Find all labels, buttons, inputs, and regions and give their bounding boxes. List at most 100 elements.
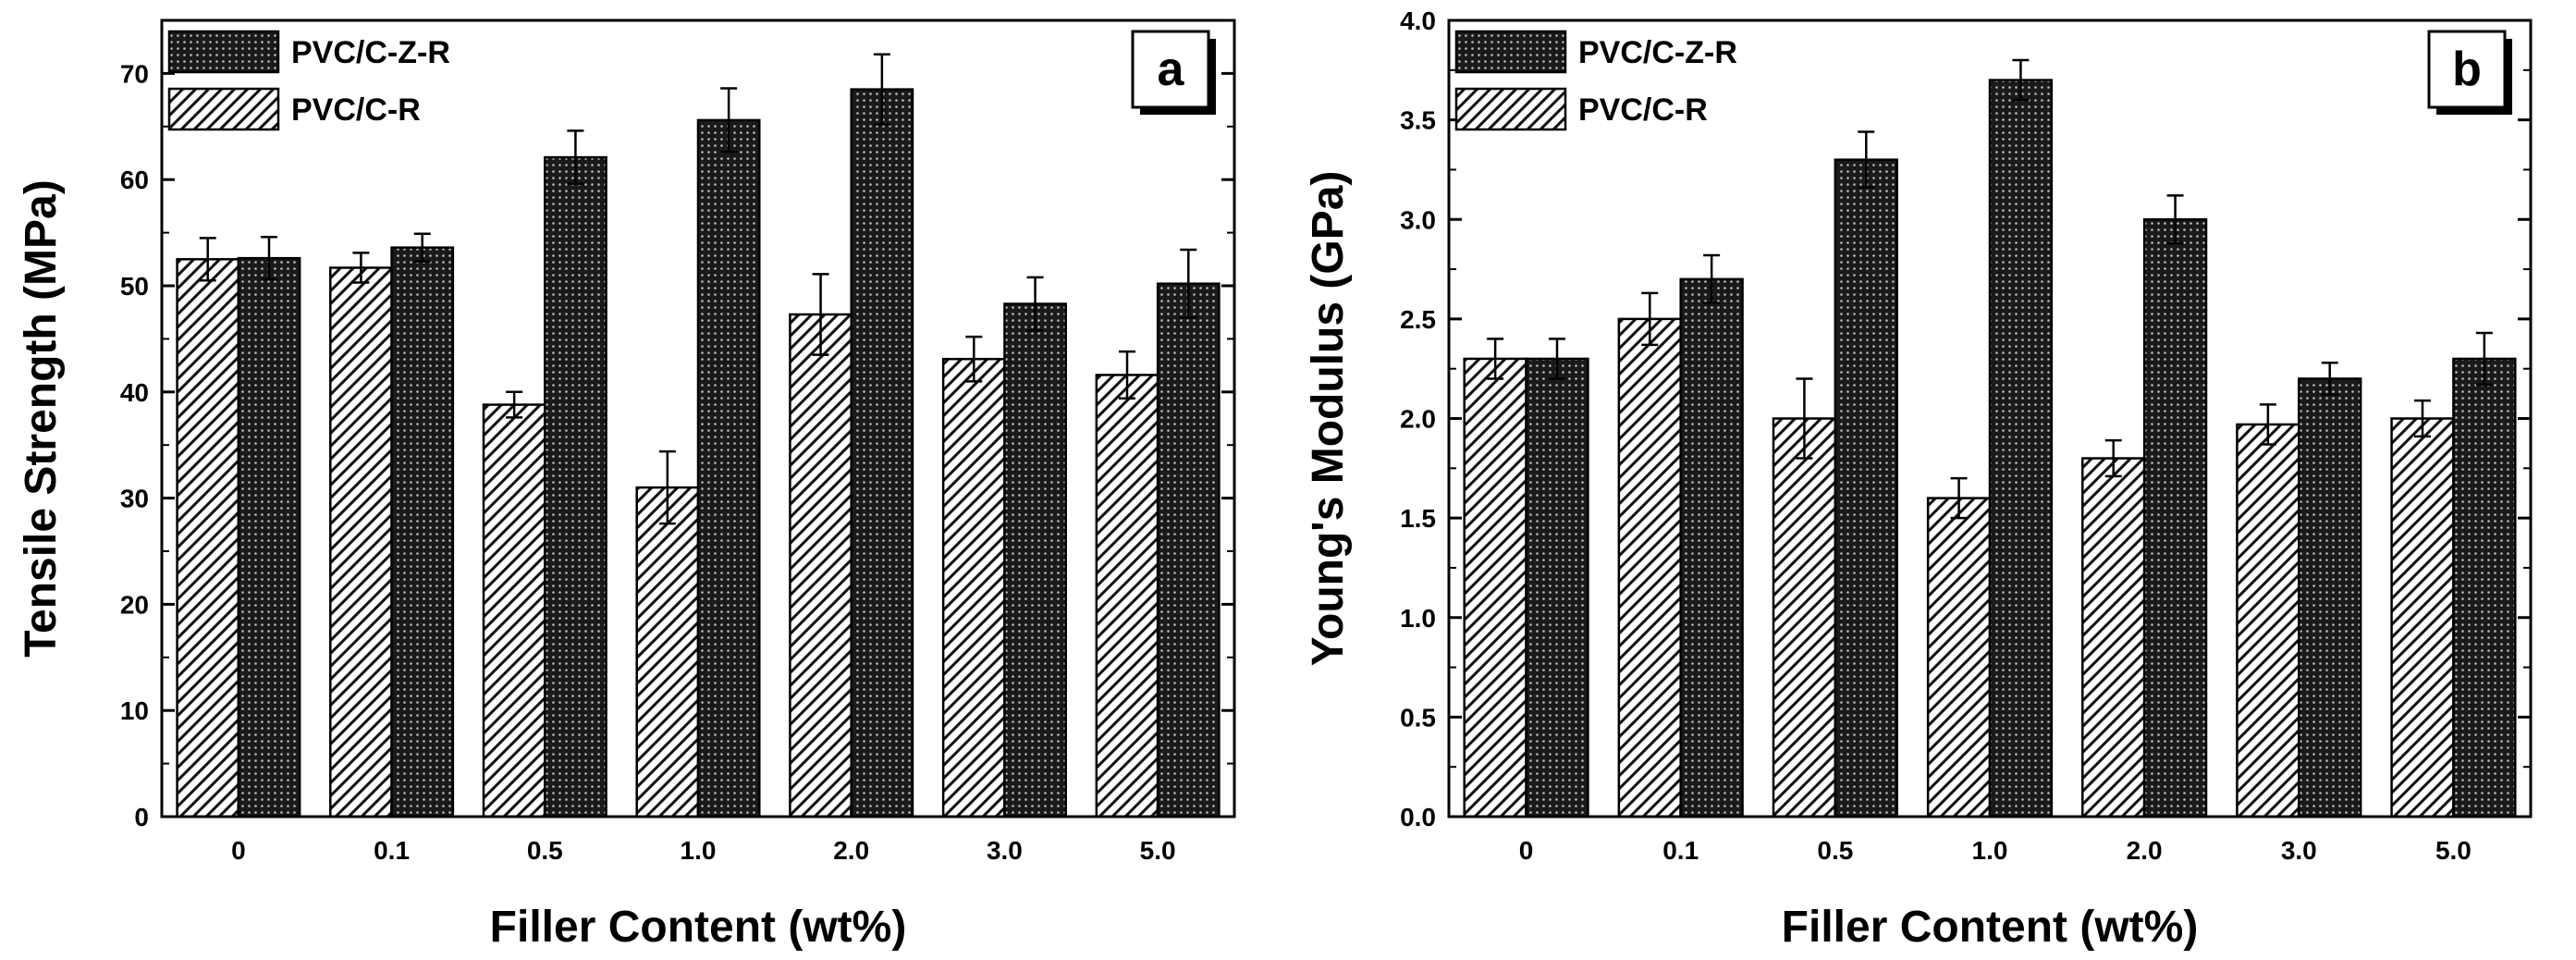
error-bar [873, 53, 890, 126]
error-bar [1703, 253, 1721, 304]
x-tick-label: 0.5 [1817, 836, 1853, 865]
error-bar [506, 390, 523, 419]
bar-pvc-c-r-3 [635, 486, 700, 818]
bar-pvc-c-z-r-2 [1834, 158, 1898, 818]
bar-pvc-c-z-r-6 [1156, 282, 1221, 818]
panel-label-box: a [1131, 30, 1216, 115]
error-bar [199, 237, 216, 282]
legend-item: PVC/C-R [1454, 87, 1708, 131]
error-bar [2259, 403, 2276, 446]
y-tick-label: 50 [120, 272, 149, 301]
legend-label: PVC/C-Z-R [1578, 35, 1737, 70]
panel-label: b [2452, 43, 2482, 96]
bar-pvc-c-z-r-0 [237, 256, 301, 818]
error-bar [1549, 338, 1565, 380]
bar-pvc-c-z-r-5 [2298, 377, 2362, 818]
y-tick-label: 0.0 [1400, 803, 1436, 831]
bar-pvc-c-r-6 [2390, 417, 2455, 818]
y-tick-label: 1.5 [1400, 504, 1436, 533]
error-bar [567, 129, 584, 186]
bar-pvc-c-r-0 [176, 258, 240, 818]
legend-item: PVC/C-R [167, 87, 421, 131]
legend-label: PVC/C-Z-R [291, 35, 450, 70]
x-tick-label: 2.0 [833, 836, 869, 865]
y-tick-label: 0 [134, 803, 149, 831]
error-bar [1487, 338, 1504, 380]
error-bar [1026, 276, 1044, 332]
bar-pvc-c-z-r-3 [1988, 79, 2054, 818]
bar-pvc-c-z-r-3 [696, 118, 761, 818]
legend-item: PVC/C-Z-R [167, 30, 450, 74]
legend-swatch [167, 30, 280, 74]
x-tick-label: 2.0 [2127, 836, 2163, 865]
bar-pvc-c-r-2 [482, 403, 546, 818]
error-bar [1641, 291, 1659, 347]
x-tick-label: 5.0 [2435, 836, 2472, 865]
bar-pvc-c-z-r-5 [1003, 302, 1067, 818]
error-bar [352, 252, 370, 284]
x-tick-label: 0.1 [374, 836, 410, 865]
error-bar [965, 335, 983, 383]
y-tick-label: 70 [120, 59, 149, 88]
bar-pvc-c-z-r-1 [1679, 277, 1744, 818]
panel-label: a [1158, 43, 1185, 96]
legend-label: PVC/C-R [1578, 92, 1708, 128]
error-bar [2475, 331, 2493, 387]
error-bar [2321, 361, 2338, 396]
x-tick-label: 5.0 [1140, 836, 1176, 865]
y-tick-label: 30 [120, 485, 149, 513]
legend-swatch [1454, 30, 1567, 74]
y-tick-label: 4.0 [1400, 6, 1436, 35]
bar-pvc-c-r-2 [1772, 417, 1837, 818]
error-bar [1950, 476, 1968, 520]
bar-pvc-c-r-0 [1463, 357, 1527, 818]
y-tick-label: 0.5 [1400, 703, 1436, 732]
bar-pvc-c-r-3 [1926, 497, 1992, 818]
bar-pvc-c-z-r-4 [850, 88, 914, 818]
error-bar [720, 87, 738, 154]
bar-pvc-c-r-6 [1095, 374, 1159, 818]
x-tick-label: 1.0 [1972, 836, 2008, 865]
x-tick-label: 3.0 [987, 836, 1023, 865]
bar-pvc-c-z-r-1 [390, 246, 455, 818]
bar-pvc-c-z-r-0 [1525, 357, 1589, 818]
y-tick-label: 1.0 [1400, 604, 1436, 633]
error-bar [2104, 438, 2122, 478]
y-tick-label: 40 [120, 378, 149, 407]
bar-pvc-c-r-1 [1617, 317, 1682, 818]
bar-pvc-c-z-r-4 [2142, 218, 2208, 818]
y-tick-label: 10 [120, 696, 149, 725]
x-tick-label: 3.0 [2281, 836, 2317, 865]
legend-item: PVC/C-Z-R [1454, 30, 1737, 74]
panel-label-box: b [2427, 30, 2512, 115]
error-bar [413, 232, 431, 263]
bar-pvc-c-r-5 [941, 357, 1006, 818]
error-bar [2166, 194, 2184, 245]
error-bar [2012, 58, 2030, 102]
x-tick-label: 0 [231, 836, 246, 865]
legend-label: PVC/C-R [291, 92, 421, 128]
panel-a: 0 10 20 30 40 50 60 70 0 0.1 0.5 1.0 2.0 3.0 5.0 Filler… [17, 18, 1236, 952]
panel-b: 0.0 0.5 1.0 1.5 2.0 2.5 3.0 3.5 4.0 0 0.1 0.5 1.0 2.0… [1304, 6, 2533, 952]
error-bar [658, 449, 676, 525]
y-axis-title: Tensile Strength (MPa) [17, 179, 66, 658]
legend-swatch [167, 87, 280, 131]
y-tick-label: 2.0 [1400, 405, 1436, 434]
bar-pvc-c-z-r-6 [2452, 357, 2517, 818]
x-tick-label: 0.1 [1662, 836, 1699, 865]
error-bar [1796, 377, 1813, 460]
bar-pvc-c-r-4 [789, 313, 853, 818]
error-bar [2414, 399, 2431, 438]
error-bar [261, 235, 277, 281]
y-tick-label: 2.5 [1400, 305, 1436, 334]
x-tick-label: 0 [1519, 836, 1534, 865]
x-tick-label: 1.0 [681, 836, 717, 865]
error-bar [812, 273, 829, 356]
y-tick-label: 3.5 [1400, 106, 1436, 135]
y-tick-label: 3.0 [1400, 205, 1436, 234]
error-bar [1119, 350, 1135, 400]
bar-pvc-c-r-1 [329, 266, 393, 818]
x-axis-title: Filler Content (wt%) [490, 903, 907, 952]
bar-pvc-c-z-r-2 [544, 155, 607, 818]
